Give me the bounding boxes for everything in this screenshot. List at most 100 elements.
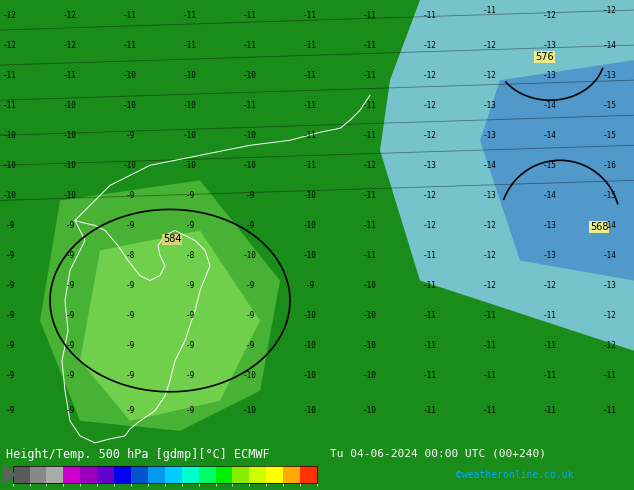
Polygon shape bbox=[40, 180, 280, 431]
Text: ©weatheronline.co.uk: ©weatheronline.co.uk bbox=[456, 470, 574, 480]
Text: -11: -11 bbox=[543, 341, 557, 350]
Text: -9: -9 bbox=[245, 311, 255, 320]
Text: -12: -12 bbox=[603, 5, 617, 15]
Text: -12: -12 bbox=[483, 221, 497, 230]
Text: -11: -11 bbox=[543, 406, 557, 416]
Text: -11: -11 bbox=[363, 10, 377, 20]
Text: -12: -12 bbox=[63, 10, 77, 20]
Text: -9: -9 bbox=[126, 311, 134, 320]
Text: -12: -12 bbox=[423, 221, 437, 230]
Text: -9: -9 bbox=[126, 191, 134, 200]
Text: -10: -10 bbox=[3, 191, 17, 200]
Text: -14: -14 bbox=[603, 41, 617, 49]
Text: -14: -14 bbox=[603, 221, 617, 230]
Text: -13: -13 bbox=[483, 101, 497, 110]
Text: -10: -10 bbox=[123, 71, 137, 80]
Text: -9: -9 bbox=[5, 221, 15, 230]
Text: -12: -12 bbox=[483, 41, 497, 49]
Text: -12: -12 bbox=[423, 41, 437, 49]
Text: -11: -11 bbox=[303, 10, 317, 20]
Text: -11: -11 bbox=[423, 251, 437, 260]
Text: -10: -10 bbox=[363, 406, 377, 416]
Text: -12: -12 bbox=[423, 131, 437, 140]
Text: Height/Temp. 500 hPa [gdmp][°C] ECMWF: Height/Temp. 500 hPa [gdmp][°C] ECMWF bbox=[6, 448, 270, 462]
Text: -9: -9 bbox=[126, 406, 134, 416]
Text: -9: -9 bbox=[65, 341, 75, 350]
Text: -11: -11 bbox=[243, 41, 257, 49]
Text: -13: -13 bbox=[423, 161, 437, 170]
Text: -11: -11 bbox=[603, 371, 617, 380]
Text: -10: -10 bbox=[63, 131, 77, 140]
Text: -15: -15 bbox=[603, 101, 617, 110]
Text: -10: -10 bbox=[303, 371, 317, 380]
Text: -9: -9 bbox=[126, 281, 134, 290]
Text: -11: -11 bbox=[3, 71, 17, 80]
Text: -8: -8 bbox=[185, 251, 195, 260]
Text: -9: -9 bbox=[126, 341, 134, 350]
Text: -10: -10 bbox=[183, 131, 197, 140]
Text: -9: -9 bbox=[126, 221, 134, 230]
Text: 576: 576 bbox=[535, 52, 553, 62]
Text: 584: 584 bbox=[163, 235, 181, 245]
Text: -9: -9 bbox=[5, 406, 15, 416]
Text: -13: -13 bbox=[543, 251, 557, 260]
Text: -11: -11 bbox=[363, 71, 377, 80]
Text: -9: -9 bbox=[245, 281, 255, 290]
Text: -11: -11 bbox=[483, 406, 497, 416]
Text: -10: -10 bbox=[3, 131, 17, 140]
Text: -9: -9 bbox=[65, 406, 75, 416]
Text: -11: -11 bbox=[183, 10, 197, 20]
Text: -13: -13 bbox=[543, 71, 557, 80]
Text: -13: -13 bbox=[543, 41, 557, 49]
Text: -10: -10 bbox=[363, 371, 377, 380]
Text: -11: -11 bbox=[363, 101, 377, 110]
Text: -9: -9 bbox=[185, 221, 195, 230]
Text: -11: -11 bbox=[183, 41, 197, 49]
Text: -9: -9 bbox=[185, 341, 195, 350]
Text: -11: -11 bbox=[423, 311, 437, 320]
Text: -12: -12 bbox=[483, 281, 497, 290]
Text: -12: -12 bbox=[63, 41, 77, 49]
Text: -9: -9 bbox=[5, 371, 15, 380]
Text: -9: -9 bbox=[65, 251, 75, 260]
Text: -12: -12 bbox=[363, 161, 377, 170]
Text: -11: -11 bbox=[303, 41, 317, 49]
Text: -11: -11 bbox=[483, 341, 497, 350]
Polygon shape bbox=[3, 465, 15, 484]
Text: -11: -11 bbox=[483, 5, 497, 15]
Text: -9: -9 bbox=[306, 281, 314, 290]
Text: -10: -10 bbox=[243, 131, 257, 140]
Text: -12: -12 bbox=[423, 101, 437, 110]
Text: -9: -9 bbox=[126, 371, 134, 380]
Text: -12: -12 bbox=[483, 251, 497, 260]
Text: -9: -9 bbox=[5, 281, 15, 290]
Text: -10: -10 bbox=[243, 371, 257, 380]
Text: -10: -10 bbox=[303, 341, 317, 350]
Text: -11: -11 bbox=[363, 251, 377, 260]
Text: -10: -10 bbox=[243, 161, 257, 170]
Text: -11: -11 bbox=[483, 311, 497, 320]
Text: -11: -11 bbox=[603, 406, 617, 416]
Text: -9: -9 bbox=[65, 371, 75, 380]
Text: -13: -13 bbox=[603, 71, 617, 80]
Polygon shape bbox=[380, 0, 634, 351]
Text: -12: -12 bbox=[603, 341, 617, 350]
Text: -9: -9 bbox=[5, 251, 15, 260]
Text: -10: -10 bbox=[183, 101, 197, 110]
Text: -13: -13 bbox=[483, 191, 497, 200]
Text: -10: -10 bbox=[303, 221, 317, 230]
Text: -9: -9 bbox=[65, 281, 75, 290]
Text: -11: -11 bbox=[303, 161, 317, 170]
Text: -11: -11 bbox=[363, 131, 377, 140]
Text: -10: -10 bbox=[63, 101, 77, 110]
Text: -12: -12 bbox=[3, 10, 17, 20]
Text: -9: -9 bbox=[245, 191, 255, 200]
Text: -9: -9 bbox=[185, 406, 195, 416]
Text: -11: -11 bbox=[303, 101, 317, 110]
Text: -9: -9 bbox=[5, 311, 15, 320]
Text: -15: -15 bbox=[543, 161, 557, 170]
Text: -11: -11 bbox=[303, 71, 317, 80]
Text: -12: -12 bbox=[423, 71, 437, 80]
Text: -11: -11 bbox=[303, 131, 317, 140]
Text: -11: -11 bbox=[423, 281, 437, 290]
